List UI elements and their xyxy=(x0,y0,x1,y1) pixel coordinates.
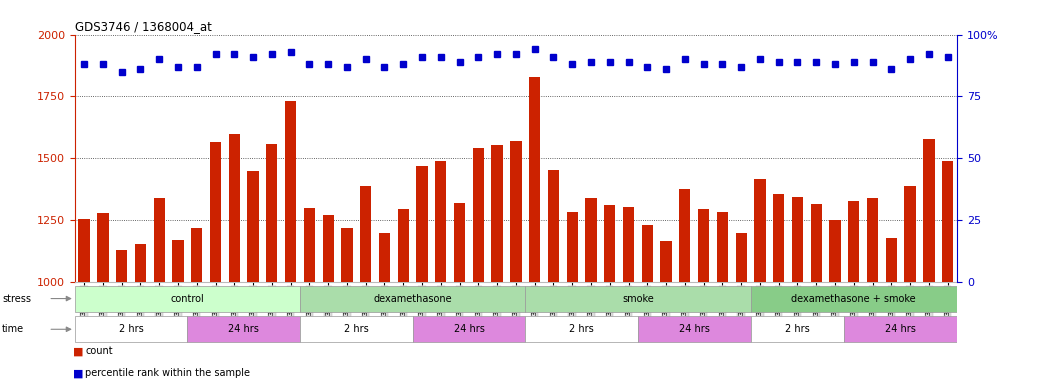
FancyBboxPatch shape xyxy=(525,286,750,311)
Bar xyxy=(228,134,240,282)
Bar xyxy=(435,161,446,282)
Text: ■: ■ xyxy=(73,346,83,356)
Bar xyxy=(98,213,109,282)
Bar xyxy=(247,171,258,282)
Text: 24 hrs: 24 hrs xyxy=(228,324,260,334)
Text: dexamethasone + smoke: dexamethasone + smoke xyxy=(792,293,917,304)
Bar xyxy=(773,194,785,282)
Text: 24 hrs: 24 hrs xyxy=(885,324,917,334)
Bar xyxy=(792,197,803,282)
Bar xyxy=(79,219,89,282)
FancyBboxPatch shape xyxy=(750,286,957,311)
Bar xyxy=(660,242,672,282)
Bar xyxy=(379,233,390,282)
FancyBboxPatch shape xyxy=(75,286,300,311)
FancyBboxPatch shape xyxy=(525,316,638,342)
Text: 24 hrs: 24 hrs xyxy=(454,324,485,334)
FancyBboxPatch shape xyxy=(75,316,188,342)
Bar xyxy=(172,240,184,282)
FancyBboxPatch shape xyxy=(413,316,525,342)
Bar xyxy=(567,212,578,282)
Text: 24 hrs: 24 hrs xyxy=(679,324,710,334)
Text: 2 hrs: 2 hrs xyxy=(785,324,810,334)
Text: smoke: smoke xyxy=(622,293,654,304)
Bar xyxy=(698,209,709,282)
Text: 2 hrs: 2 hrs xyxy=(569,324,594,334)
Bar xyxy=(210,142,221,282)
Bar xyxy=(398,209,409,282)
Bar xyxy=(679,189,690,282)
FancyBboxPatch shape xyxy=(300,316,413,342)
Bar xyxy=(323,215,334,282)
Bar xyxy=(867,198,878,282)
Bar xyxy=(923,139,934,282)
Text: control: control xyxy=(170,293,204,304)
FancyBboxPatch shape xyxy=(638,316,750,342)
Bar xyxy=(511,141,521,282)
Bar xyxy=(717,212,728,282)
Text: 2 hrs: 2 hrs xyxy=(118,324,143,334)
Bar xyxy=(491,145,502,282)
Text: stress: stress xyxy=(2,293,31,304)
FancyBboxPatch shape xyxy=(300,286,525,311)
Bar xyxy=(116,250,128,282)
Bar xyxy=(848,200,859,282)
FancyBboxPatch shape xyxy=(188,316,300,342)
Bar xyxy=(529,77,541,282)
Text: ■: ■ xyxy=(73,368,83,378)
Bar xyxy=(943,161,953,282)
Bar xyxy=(904,185,916,282)
Bar xyxy=(154,198,165,282)
Text: count: count xyxy=(85,346,113,356)
Bar xyxy=(604,205,616,282)
Bar xyxy=(454,203,465,282)
FancyBboxPatch shape xyxy=(750,316,844,342)
Bar xyxy=(472,149,484,282)
Bar xyxy=(342,228,353,282)
Text: dexamethasone: dexamethasone xyxy=(374,293,452,304)
Bar xyxy=(360,185,372,282)
Bar xyxy=(623,207,634,282)
Bar xyxy=(585,198,597,282)
Bar xyxy=(135,244,146,282)
FancyBboxPatch shape xyxy=(844,316,957,342)
Text: percentile rank within the sample: percentile rank within the sample xyxy=(85,368,250,378)
Bar xyxy=(416,166,428,282)
Bar xyxy=(304,208,315,282)
Bar xyxy=(811,204,822,282)
Bar xyxy=(829,220,841,282)
Text: GDS3746 / 1368004_at: GDS3746 / 1368004_at xyxy=(75,20,212,33)
Bar xyxy=(191,228,202,282)
Bar xyxy=(885,238,897,282)
Bar xyxy=(736,233,746,282)
Text: time: time xyxy=(2,324,24,334)
Bar xyxy=(641,225,653,282)
Bar xyxy=(548,170,559,282)
Bar xyxy=(266,144,277,282)
Bar xyxy=(755,179,766,282)
Text: 2 hrs: 2 hrs xyxy=(344,324,368,334)
Bar xyxy=(285,101,296,282)
